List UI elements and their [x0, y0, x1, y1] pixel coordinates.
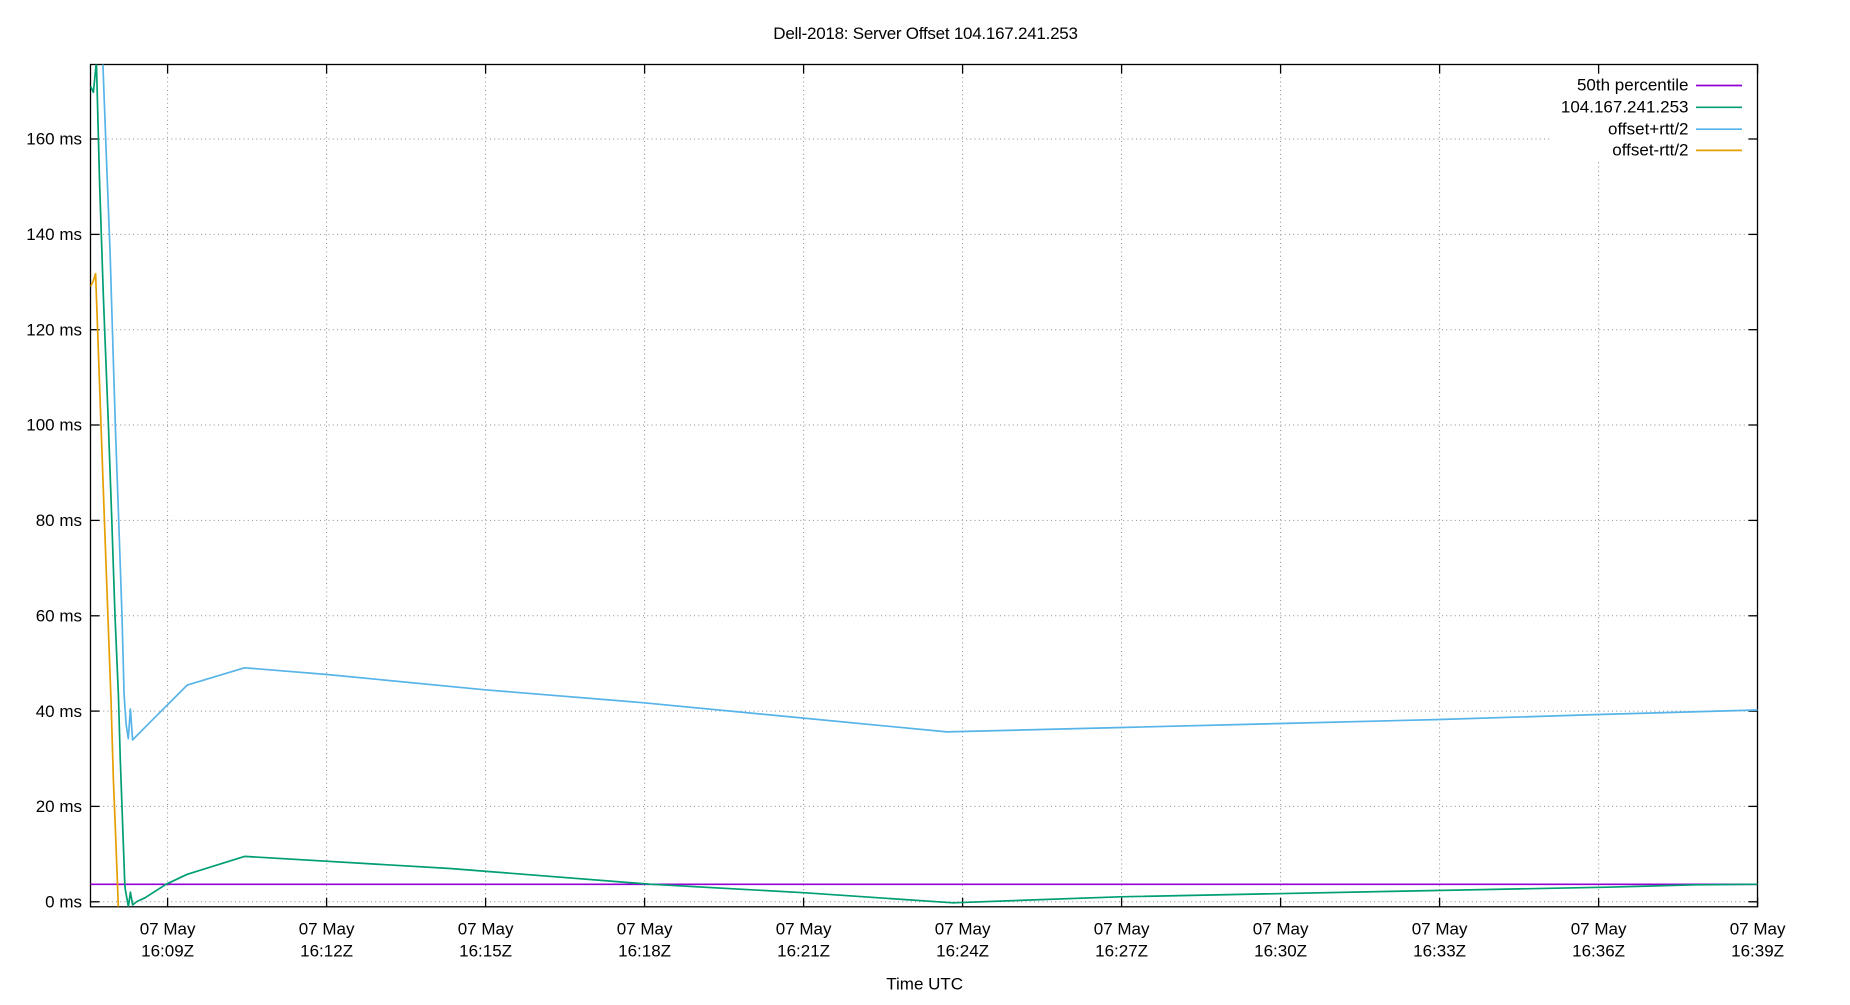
svg-text:16:15Z: 16:15Z: [459, 942, 512, 961]
svg-text:07 May: 07 May: [299, 920, 355, 939]
svg-text:07 May: 07 May: [1253, 920, 1309, 939]
svg-text:Time UTC: Time UTC: [886, 974, 963, 993]
svg-text:16:12Z: 16:12Z: [300, 942, 353, 961]
svg-text:07 May: 07 May: [1571, 920, 1627, 939]
svg-text:16:27Z: 16:27Z: [1095, 942, 1148, 961]
svg-text:16:33Z: 16:33Z: [1413, 942, 1466, 961]
svg-text:07 May: 07 May: [140, 920, 196, 939]
svg-text:07 May: 07 May: [776, 920, 832, 939]
svg-text:0 ms: 0 ms: [45, 893, 82, 912]
svg-text:07 May: 07 May: [935, 920, 991, 939]
svg-text:40 ms: 40 ms: [36, 702, 82, 721]
svg-text:16:24Z: 16:24Z: [936, 942, 989, 961]
svg-text:100 ms: 100 ms: [26, 416, 82, 435]
svg-text:16:36Z: 16:36Z: [1572, 942, 1625, 961]
svg-text:Dell-2018: Server Offset 104.1: Dell-2018: Server Offset 104.167.241.253: [773, 24, 1077, 43]
svg-text:offset-rtt/2: offset-rtt/2: [1612, 141, 1688, 160]
svg-text:140 ms: 140 ms: [26, 225, 82, 244]
svg-text:80 ms: 80 ms: [36, 511, 82, 530]
svg-text:120 ms: 120 ms: [26, 320, 82, 339]
svg-text:16:30Z: 16:30Z: [1254, 942, 1307, 961]
svg-text:160 ms: 160 ms: [26, 130, 82, 149]
svg-text:104.167.241.253: 104.167.241.253: [1561, 98, 1689, 117]
svg-text:16:09Z: 16:09Z: [141, 942, 194, 961]
svg-text:07 May: 07 May: [617, 920, 673, 939]
svg-text:07 May: 07 May: [1730, 920, 1786, 939]
svg-text:07 May: 07 May: [1412, 920, 1468, 939]
svg-text:07 May: 07 May: [1094, 920, 1150, 939]
svg-text:07 May: 07 May: [458, 920, 514, 939]
svg-text:16:18Z: 16:18Z: [618, 942, 671, 961]
svg-text:50th percentile: 50th percentile: [1577, 76, 1689, 95]
svg-text:60 ms: 60 ms: [36, 607, 82, 626]
svg-text:offset+rtt/2: offset+rtt/2: [1608, 119, 1688, 138]
svg-text:20 ms: 20 ms: [36, 797, 82, 816]
svg-text:16:21Z: 16:21Z: [777, 942, 830, 961]
svg-text:16:39Z: 16:39Z: [1731, 942, 1784, 961]
